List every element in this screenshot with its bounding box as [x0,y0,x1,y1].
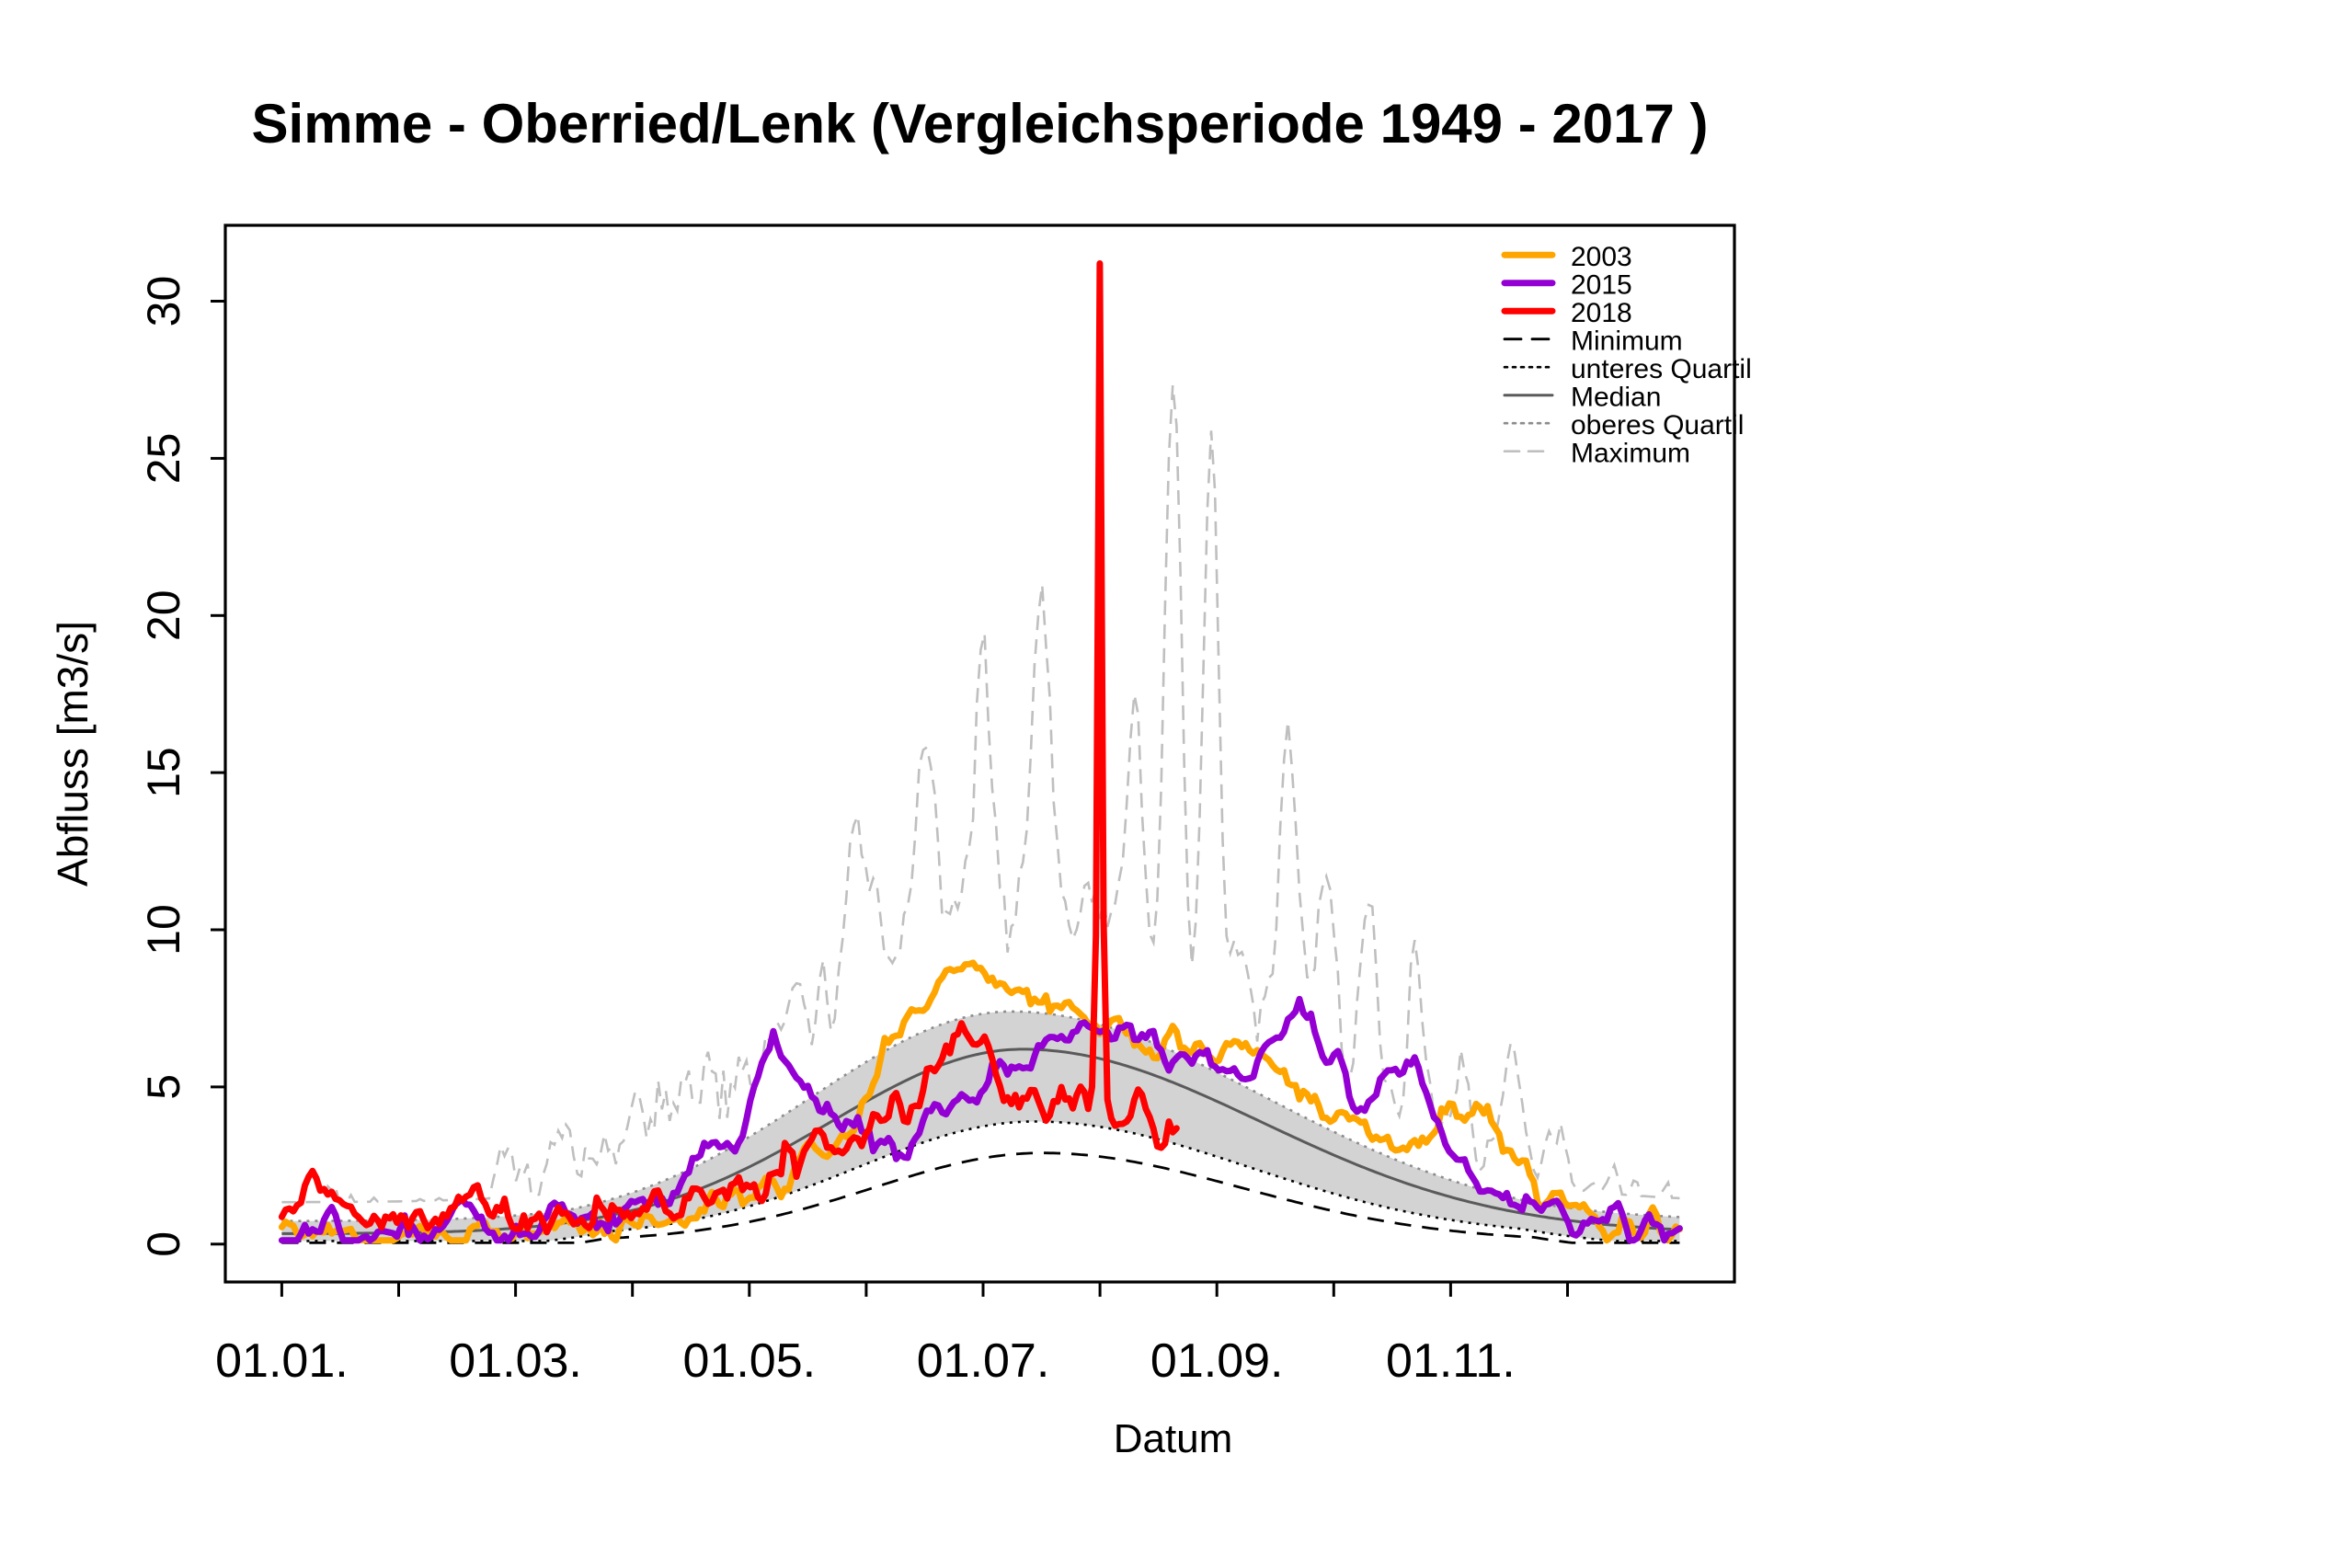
svg-text:01.05.: 01.05. [683,1334,817,1388]
svg-text:01.07.: 01.07. [917,1334,1050,1388]
svg-text:5: 5 [138,1074,189,1100]
svg-text:25: 25 [138,433,189,485]
svg-text:unteres Quartil: unteres Quartil [1571,354,1752,384]
svg-text:30: 30 [138,276,189,327]
svg-text:10: 10 [138,904,189,956]
svg-text:20: 20 [138,589,189,641]
svg-text:01.09.: 01.09. [1150,1334,1284,1388]
svg-text:15: 15 [138,747,189,798]
svg-text:Abfluss [m3/s]: Abfluss [m3/s] [49,621,97,887]
svg-text:2015: 2015 [1571,270,1632,301]
svg-text:2003: 2003 [1571,242,1632,272]
svg-text:0: 0 [138,1231,189,1257]
svg-text:01.11.: 01.11. [1386,1334,1516,1388]
svg-text:Median: Median [1571,383,1661,413]
svg-text:2018: 2018 [1571,298,1632,328]
svg-text:01.03.: 01.03. [449,1334,582,1388]
svg-text:Minimum: Minimum [1571,326,1683,357]
svg-text:Maximum: Maximum [1571,439,1690,469]
svg-text:oberes Quartil: oberes Quartil [1571,410,1744,441]
svg-text:01.01.: 01.01. [215,1334,349,1388]
